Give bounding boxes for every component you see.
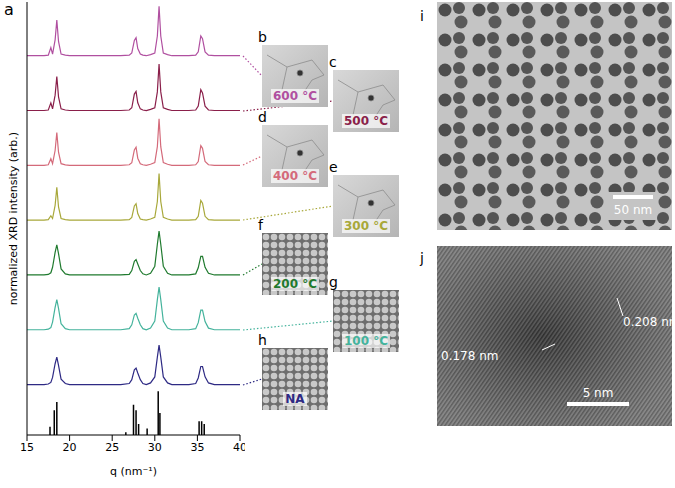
html-text:e: e — [329, 159, 338, 175]
html-text:200 °C: 200 °C — [273, 277, 317, 291]
html-text:300 °C: 300 °C — [344, 219, 388, 233]
svg-text:25: 25 — [105, 441, 119, 454]
html-text:f: f — [258, 217, 263, 233]
html-text:100 °C: 100 °C — [344, 334, 388, 348]
html-text:a: a — [4, 0, 14, 19]
svg-text:20: 20 — [63, 441, 77, 454]
svg-text:15: 15 — [20, 441, 34, 454]
html-text:g: g — [329, 274, 338, 290]
html-text:j: j — [420, 250, 424, 266]
svg-text:5 nm: 5 nm — [583, 386, 614, 400]
html-text:i: i — [420, 8, 424, 24]
html-text:NA: NA — [285, 392, 305, 406]
svg-text:0.208 nm: 0.208 nm — [623, 315, 672, 329]
html-text:600 °C: 600 °C — [273, 89, 317, 103]
svg-text:35: 35 — [190, 441, 204, 454]
svg-text:normalized XRD intensity (arb.: normalized XRD intensity (arb.) — [7, 132, 20, 305]
html-text:400 °C: 400 °C — [273, 169, 317, 183]
html-text:h: h — [258, 332, 267, 348]
svg-text:30: 30 — [148, 441, 162, 454]
svg-text:q (nm⁻¹): q (nm⁻¹) — [110, 465, 157, 478]
svg-text:50 nm: 50 nm — [614, 203, 652, 217]
html-text:c: c — [329, 54, 337, 70]
svg-text:0.178 nm: 0.178 nm — [441, 349, 498, 363]
svg-text:40: 40 — [233, 441, 245, 454]
html-text:b: b — [258, 29, 267, 45]
html-text:d: d — [258, 109, 267, 125]
html-text:500 °C: 500 °C — [344, 114, 388, 128]
